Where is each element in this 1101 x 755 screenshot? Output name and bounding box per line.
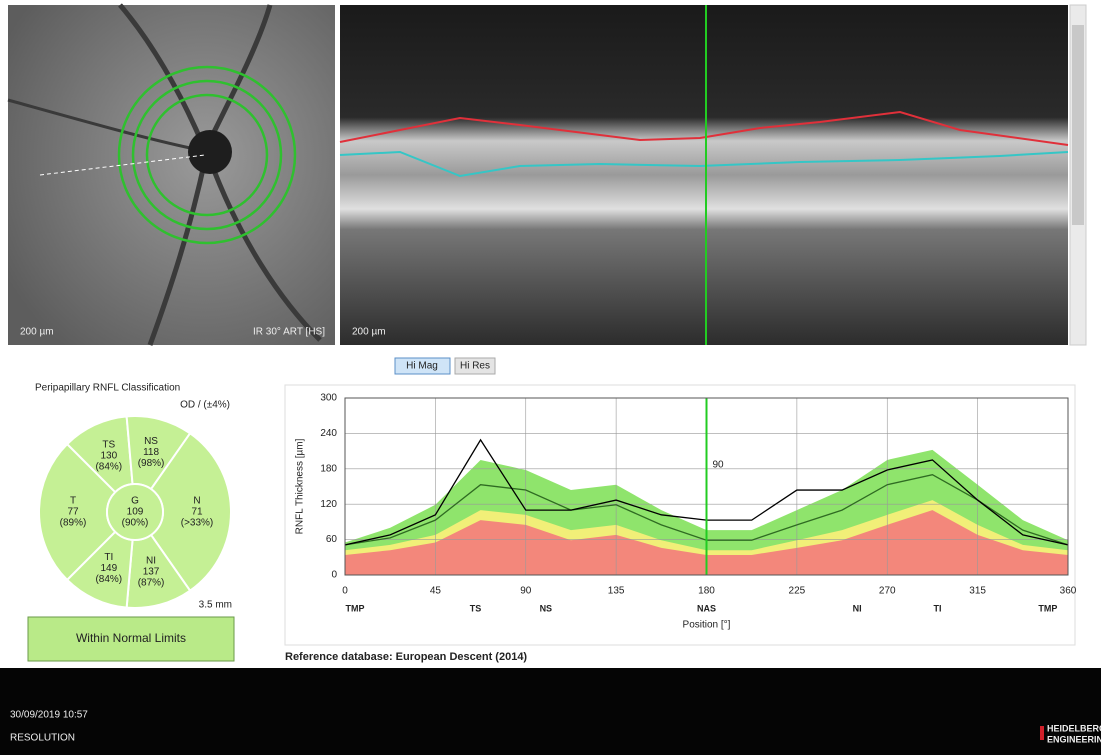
y-tick-label: 180 xyxy=(320,463,337,474)
sector-tick-label: TI xyxy=(933,603,941,613)
sector-tick-label: TS xyxy=(470,603,482,613)
sector-value: 109 xyxy=(127,507,144,518)
oct-scale: 200 µm xyxy=(352,327,386,338)
x-tick-label: 180 xyxy=(698,586,715,597)
sector-name: T xyxy=(70,496,76,507)
sector-name: TS xyxy=(102,439,115,450)
footer xyxy=(0,668,1101,755)
sector-tick-label: NI xyxy=(853,603,862,613)
x-tick-label: 360 xyxy=(1060,586,1077,597)
sector-value: 137 xyxy=(143,567,160,578)
y-tick-label: 0 xyxy=(331,570,337,581)
fundus-image xyxy=(8,5,335,345)
diameter-label: 3.5 mm xyxy=(199,600,232,611)
toolbar-button-label: Hi Mag xyxy=(406,361,438,372)
fundus-scale: 200 µm xyxy=(20,327,54,338)
logo-text: ENGINEERING xyxy=(1047,734,1101,744)
x-tick-label: 225 xyxy=(789,586,806,597)
footnote: Reference database: European Descent (20… xyxy=(285,651,527,663)
x-tick-label: 45 xyxy=(430,586,442,597)
sector-percent: (98%) xyxy=(138,458,165,469)
toolbar-button-label: Hi Res xyxy=(460,361,490,372)
x-tick-label: 0 xyxy=(342,586,348,597)
sector-name: NS xyxy=(144,436,158,447)
x-tick-label: 135 xyxy=(608,586,625,597)
y-tick-label: 60 xyxy=(326,534,338,545)
sector-percent: (87%) xyxy=(138,578,165,589)
sector-percent: (84%) xyxy=(95,461,122,472)
eye-label: OD / (±4%) xyxy=(180,400,230,411)
sector-value: 77 xyxy=(67,507,79,518)
sector-value: 71 xyxy=(191,507,203,518)
fundus-caption: IR 30° ART [HS] xyxy=(253,327,325,338)
sector-value: 130 xyxy=(100,450,117,461)
sector-percent: (90%) xyxy=(122,518,149,529)
sector-tick-label: NAS xyxy=(697,603,716,613)
optic-disc xyxy=(188,130,232,174)
oct-bscan xyxy=(340,5,1068,345)
scroll-thumb[interactable] xyxy=(1072,25,1084,225)
y-tick-label: 300 xyxy=(320,393,337,404)
result-label: Within Normal Limits xyxy=(76,631,186,645)
logo-text: HEIDELBERG xyxy=(1047,723,1101,733)
classification-title: Peripapillary RNFL Classification xyxy=(35,383,180,394)
y-tick-label: 120 xyxy=(320,499,337,510)
sector-name: G xyxy=(131,496,139,507)
sector-name: TI xyxy=(104,552,113,563)
footer-date: 30/09/2019 10:57 xyxy=(10,710,88,721)
sector-tick-label: NS xyxy=(540,603,553,613)
sector-percent: (>33%) xyxy=(181,518,214,529)
sector-name: NI xyxy=(146,556,156,567)
y-axis-label: RNFL Thickness [µm] xyxy=(295,438,306,534)
sector-percent: (89%) xyxy=(60,518,87,529)
sector-tick-label: TMP xyxy=(1038,603,1057,613)
page: { "fundus": {"scale_label": "200 µm", "c… xyxy=(0,0,1101,755)
screen: 200 µm IR 30° ART [HS] 200 µm Hi Mag Hi … xyxy=(0,0,1101,755)
sector-value: 149 xyxy=(100,563,117,574)
footer-label: RESOLUTION xyxy=(10,733,75,744)
x-tick-label: 90 xyxy=(520,586,532,597)
sector-value: 118 xyxy=(143,447,159,458)
logo-mark xyxy=(1040,726,1044,740)
annotation: 90 xyxy=(713,460,725,471)
x-tick-label: 315 xyxy=(969,586,986,597)
y-tick-label: 240 xyxy=(320,428,337,439)
x-axis-label: Position [°] xyxy=(683,620,731,631)
sector-name: N xyxy=(193,496,200,507)
classification-wheel: TS130(84%)NS118(98%)N71(>33%)NI137(87%)T… xyxy=(39,416,231,608)
x-tick-label: 270 xyxy=(879,586,896,597)
sector-percent: (84%) xyxy=(95,574,122,585)
sector-tick-label: TMP xyxy=(346,603,365,613)
